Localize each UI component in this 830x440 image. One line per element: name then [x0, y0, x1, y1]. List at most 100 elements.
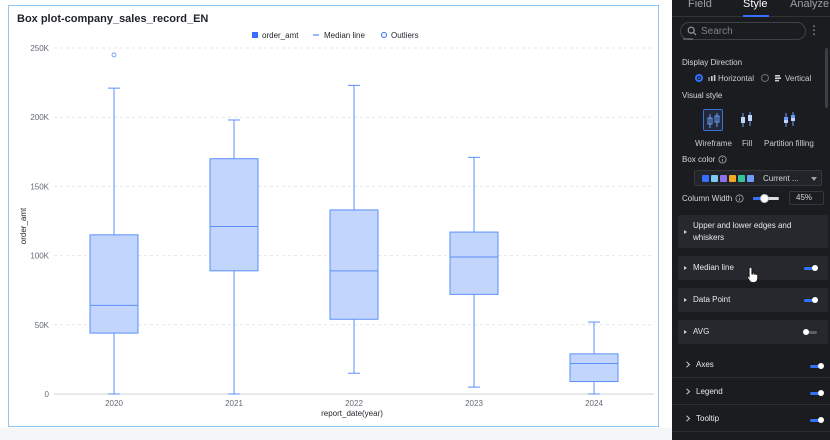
- avg-toggle[interactable]: [803, 329, 817, 335]
- tab-analyze[interactable]: Analyze: [790, 0, 830, 10]
- x-axis-ticks: 2020 2021 2022 2023 2024: [105, 399, 603, 408]
- hand-pointer-cursor-icon: [746, 266, 759, 284]
- expand-triangle-icon: [684, 298, 687, 302]
- box-series[interactable]: [89, 52, 619, 395]
- more-options-icon[interactable]: ⋮: [808, 23, 820, 37]
- row-tooltip[interactable]: Tooltip: [678, 411, 828, 427]
- row-legend[interactable]: Legend: [678, 384, 828, 400]
- y-tick-label: 250K: [30, 44, 49, 53]
- color-swatch: [711, 175, 718, 182]
- color-swatch: [738, 175, 745, 182]
- legend-median-label[interactable]: Median line: [324, 31, 365, 40]
- panel-tabbar: Field Style Analyze: [672, 0, 830, 17]
- x-tick-label: 2022: [345, 399, 363, 408]
- median-line-toggle[interactable]: [804, 265, 818, 271]
- box-2021[interactable]: [209, 119, 259, 395]
- search-row: ⋮: [680, 22, 824, 40]
- expand-triangle-icon: [684, 266, 687, 270]
- chart-title: Box plot-company_sales_record_EN: [17, 13, 209, 25]
- horizontal-direction-icon: [708, 75, 716, 81]
- column-width-slider-fill: [753, 197, 765, 200]
- y-tick-label: 200K: [30, 113, 49, 122]
- vertical-option-label[interactable]: Vertical: [785, 74, 812, 83]
- section-label-line1: Upper and lower edges and: [693, 221, 792, 230]
- interquartile-box[interactable]: [329, 209, 379, 320]
- wireframe-style-icon: [707, 113, 720, 128]
- toggle-knob: [812, 265, 818, 271]
- interquartile-box[interactable]: [89, 234, 139, 334]
- partition-filling-option-label[interactable]: Partition filling: [764, 139, 814, 148]
- toggle-knob: [812, 297, 818, 303]
- horizontal-option-label[interactable]: Horizontal: [718, 74, 755, 83]
- vertical-direction-icon: [775, 75, 781, 82]
- partition-filling-style-option[interactable]: [780, 109, 800, 131]
- visual-style-label: Visual style: [682, 91, 723, 100]
- color-swatch: [720, 175, 727, 182]
- section-avg[interactable]: AVG: [678, 320, 828, 344]
- tab-field[interactable]: Field: [688, 0, 712, 10]
- interquartile-box[interactable]: [209, 158, 259, 272]
- color-swatch: [729, 175, 736, 182]
- box-2024[interactable]: [569, 321, 619, 395]
- interquartile-box[interactable]: [449, 231, 499, 295]
- display-direction-label: Display Direction: [682, 58, 743, 67]
- row-label: Legend: [696, 387, 723, 396]
- expand-triangle-icon: [684, 230, 687, 234]
- y-tick-label: 0: [45, 390, 50, 399]
- section-label: AVG: [693, 327, 710, 336]
- fill-style-icon: [741, 112, 752, 127]
- partition-filling-style-icon: [784, 112, 795, 127]
- radio-vertical[interactable]: [761, 74, 769, 82]
- canvas-background-strip: [0, 428, 672, 440]
- box-color-select[interactable]: Current ...: [694, 170, 822, 186]
- row-axes[interactable]: Axes: [678, 357, 828, 373]
- row-label: Axes: [696, 360, 714, 369]
- box-color-info-icon[interactable]: [718, 155, 727, 164]
- column-width-slider-handle[interactable]: [760, 194, 769, 203]
- section-data-point[interactable]: Data Point: [678, 288, 828, 312]
- column-width-input[interactable]: 45%: [789, 191, 824, 205]
- legend-series-label[interactable]: order_amt: [262, 31, 299, 40]
- color-swatch: [747, 175, 754, 182]
- tooltip-toggle[interactable]: [810, 417, 824, 423]
- y-tick-label: 150K: [30, 182, 49, 191]
- section-label: Data Point: [693, 295, 731, 304]
- axes-toggle[interactable]: [810, 363, 824, 369]
- search-box[interactable]: [680, 22, 806, 40]
- y-tick-label: 50K: [35, 321, 50, 330]
- section-upper-lower-edges-whiskers[interactable]: Upper and lower edges and whiskers: [678, 215, 828, 248]
- radio-horizontal[interactable]: [695, 74, 703, 82]
- wireframe-style-option[interactable]: [703, 109, 723, 131]
- box-color-value: Current ...: [763, 174, 799, 183]
- row-divider: [672, 404, 830, 405]
- column-width-label: Column Width: [682, 194, 733, 203]
- collapsed-section-glyph: [683, 38, 693, 40]
- chart-legend[interactable]: order_amt Median line Outliers: [252, 31, 419, 40]
- box-2022[interactable]: [329, 84, 379, 374]
- fill-option-label[interactable]: Fill: [742, 139, 753, 148]
- wireframe-option-label[interactable]: Wireframe: [695, 139, 732, 148]
- fill-style-option[interactable]: [737, 109, 757, 131]
- x-tick-label: 2024: [585, 399, 603, 408]
- box-2020[interactable]: [89, 87, 139, 395]
- panel-scrollbar[interactable]: [825, 48, 828, 108]
- outlier-point[interactable]: [111, 52, 117, 58]
- column-width-info-icon[interactable]: [735, 194, 744, 203]
- search-input[interactable]: [701, 24, 801, 38]
- chevron-right-icon: [686, 361, 691, 368]
- box-2023[interactable]: [449, 156, 499, 388]
- y-tick-label: 100K: [30, 252, 49, 261]
- toggle-knob: [818, 363, 824, 369]
- row-divider: [672, 431, 830, 432]
- chevron-right-icon: [686, 388, 691, 395]
- section-label-line2: whiskers: [693, 233, 725, 242]
- toggle-knob: [803, 329, 809, 335]
- legend-toggle[interactable]: [810, 390, 824, 396]
- interquartile-box[interactable]: [569, 353, 619, 383]
- toggle-knob: [818, 417, 824, 423]
- chevron-right-icon: [686, 415, 691, 422]
- chevron-down-icon: [811, 177, 817, 181]
- tab-style[interactable]: Style: [743, 0, 768, 10]
- legend-outliers-label[interactable]: Outliers: [391, 31, 419, 40]
- data-point-toggle[interactable]: [804, 297, 818, 303]
